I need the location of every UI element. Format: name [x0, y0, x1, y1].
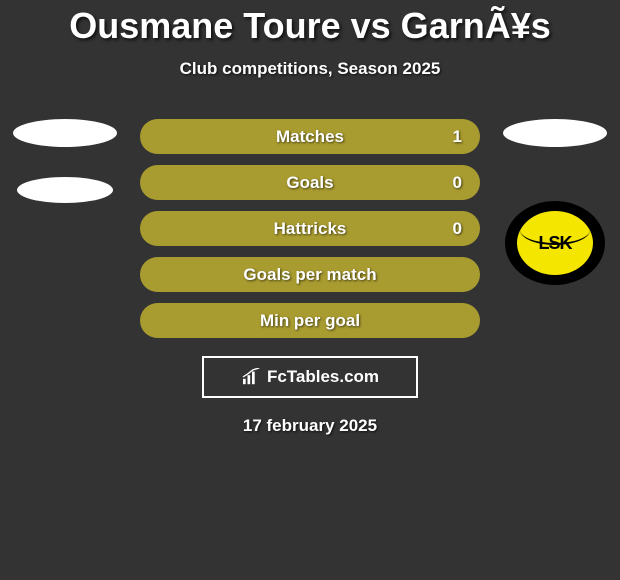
stat-label: Matches	[276, 127, 344, 147]
stat-label: Goals	[286, 173, 333, 193]
stat-row-matches: Matches 1	[140, 119, 480, 154]
team-badge-right: LSK	[505, 201, 605, 285]
stat-row-goals: Goals 0	[140, 165, 480, 200]
team-badge-arc	[520, 215, 590, 245]
stat-label: Min per goal	[260, 311, 360, 331]
brand-box[interactable]: FcTables.com	[202, 356, 418, 398]
page-subtitle: Club competitions, Season 2025	[0, 59, 620, 79]
player-avatar-placeholder-2	[503, 119, 607, 147]
stats-column: Matches 1 Goals 0 Hattricks 0 Goals per …	[140, 119, 480, 338]
brand-text: FcTables.com	[267, 367, 379, 387]
chart-icon	[241, 368, 263, 386]
stat-value-right: 0	[442, 173, 462, 193]
stat-value-right: 1	[442, 127, 462, 147]
stat-row-goals-per-match: Goals per match	[140, 257, 480, 292]
stat-row-hattricks: Hattricks 0	[140, 211, 480, 246]
comparison-card: Ousmane Toure vs GarnÃ¥s Club competitio…	[0, 0, 620, 436]
date-text: 17 february 2025	[0, 416, 620, 436]
stat-label: Hattricks	[274, 219, 347, 239]
stat-row-min-per-goal: Min per goal	[140, 303, 480, 338]
stat-label: Goals per match	[243, 265, 376, 285]
left-side	[10, 119, 120, 203]
player-avatar-placeholder-1	[13, 119, 117, 147]
stat-value-right: 0	[442, 219, 462, 239]
content-row: Matches 1 Goals 0 Hattricks 0 Goals per …	[0, 119, 620, 338]
team-badge-placeholder-left	[17, 177, 113, 203]
right-side: LSK	[500, 119, 610, 285]
team-badge-inner: LSK	[517, 211, 593, 275]
page-title: Ousmane Toure vs GarnÃ¥s	[0, 5, 620, 47]
